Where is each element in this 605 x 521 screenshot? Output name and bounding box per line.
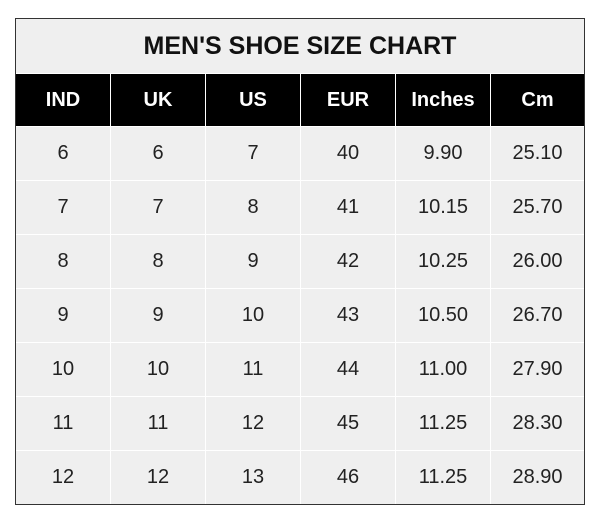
table-cell: 10.25 [396,235,491,288]
table-cell: 6 [16,127,111,180]
table-cell: 11 [16,397,111,450]
header-row: IND UK US EUR Inches Cm [16,74,584,126]
table-cell: 9.90 [396,127,491,180]
table-row: 10 10 11 44 11.00 27.90 [16,342,584,396]
size-chart-table: MEN'S SHOE SIZE CHART IND UK US EUR Inch… [15,18,585,505]
table-cell: 28.30 [512,412,563,434]
table-cell: 12 [206,397,301,450]
table-cell: 8 [206,181,301,234]
table-cell: 11.00 [396,343,491,396]
table-cell: 42 [301,235,396,288]
table-cell: 45 [301,397,396,450]
table-row: 12 12 13 46 11.25 28.90 [16,450,584,504]
table-cell: 44 [301,343,396,396]
table-cell: 10.15 [396,181,491,234]
table-cell: 41 [301,181,396,234]
table-cell: 11 [111,397,206,450]
table-cell: 26.00 [512,250,563,272]
table-row: 6 6 7 40 9.90 25.10 [16,126,584,180]
table-cell: 9 [16,289,111,342]
table-cell: 8 [111,235,206,288]
table-cell: 13 [206,451,301,504]
header-inches: Inches [396,74,491,126]
table-row: 7 7 8 41 10.15 25.70 [16,180,584,234]
header-us: US [206,74,301,126]
header-uk: UK [111,74,206,126]
table-cell: 7 [206,127,301,180]
table-cell: 25.10 [512,142,563,164]
header-eur: EUR [301,74,396,126]
table-cell: 27.90 [512,358,563,380]
table-cell: 26.70 [512,304,563,326]
table-cell: 11.25 [396,397,491,450]
table-cell: 40 [301,127,396,180]
table-cell: 10 [206,289,301,342]
table-cell: 10.50 [396,289,491,342]
table-cell: 28.90 [512,466,563,488]
table-cell: 10 [16,343,111,396]
table-row: 9 9 10 43 10.50 26.70 [16,288,584,342]
table-cell: 12 [16,451,111,504]
table-cell: 7 [111,181,206,234]
table-cell: 43 [301,289,396,342]
table-cell: 12 [111,451,206,504]
table-cell: 6 [111,127,206,180]
table-cell: 10 [111,343,206,396]
table-cell: 25.70 [512,196,563,218]
table-cell: 7 [16,181,111,234]
table-cell: 9 [111,289,206,342]
table-body: 6 6 7 40 9.90 25.10 7 7 8 41 10.15 25.70 8 8 9 42 10.25 2… [16,126,584,504]
table-row: 11 11 12 45 11.25 28.30 [16,396,584,450]
table-cell: 46 [301,451,396,504]
header-ind: IND [16,74,111,126]
table-cell: 9 [206,235,301,288]
table-row: 8 8 9 42 10.25 26.00 [16,234,584,288]
table-title: MEN'S SHOE SIZE CHART [16,19,584,74]
table-cell: 11 [206,343,301,396]
header-cm: Cm [521,88,554,111]
table-cell: 11.25 [396,451,491,504]
table-cell: 8 [16,235,111,288]
